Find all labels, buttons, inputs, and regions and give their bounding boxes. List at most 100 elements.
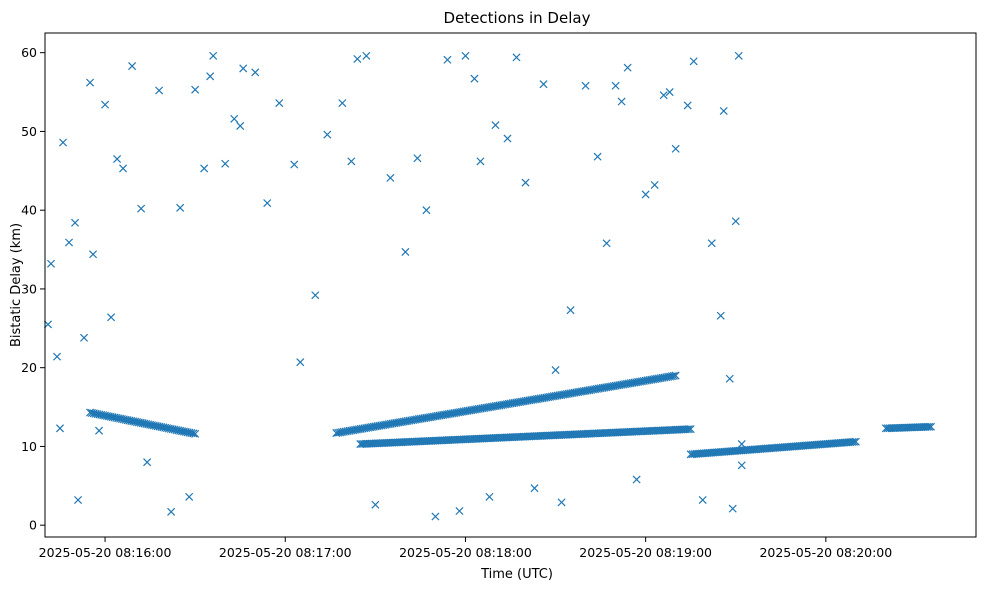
data-point [338,99,347,108]
data-point [851,437,860,446]
data-point [512,53,521,62]
data-point [926,422,935,431]
data-point [686,425,695,434]
data-point [923,422,932,431]
data-point [682,425,691,434]
data-point [119,164,128,173]
data-point [617,97,626,106]
data-point [725,374,734,383]
data-point [137,204,146,213]
data-point [236,121,245,130]
data-point [413,154,422,163]
data-point [52,352,62,361]
data-point [143,458,152,467]
data-point [623,63,632,72]
data-point [189,429,198,438]
data-point [470,74,479,83]
data-point [290,160,299,169]
data-point [65,238,74,247]
data-point [251,68,260,77]
data-point [737,461,746,470]
data-point [566,306,575,315]
x-tick-label: 2025-05-20 08:20:00 [759,545,892,560]
x-axis-ticks: 2025-05-20 08:16:00 2025-05-20 08:17:00 20… [39,537,892,560]
data-point [593,152,602,161]
y-tick-label: 50 [21,124,37,139]
data-point [476,157,485,166]
data-point [530,484,539,493]
scatter-marks [43,51,935,521]
data-point [684,425,693,434]
data-point [689,57,698,66]
data-point [101,100,110,109]
y-tick-label: 10 [21,439,37,454]
data-point [107,313,116,322]
data-point [728,504,737,513]
data-point [206,72,215,81]
x-tick-label: 2025-05-20 08:16:00 [39,545,172,560]
data-point [734,51,743,60]
data-point [431,512,440,521]
data-point [230,114,239,123]
data-point [671,144,680,153]
data-point [731,217,740,226]
data-point [386,173,395,182]
data-point [275,99,284,108]
chart-title: Detections in Delay [444,9,591,27]
data-point [221,159,230,168]
data-point [347,157,356,166]
data-point [95,426,104,435]
data-point [113,154,122,164]
data-point [191,85,200,94]
data-point [191,429,200,438]
x-tick-label: 2025-05-20 08:18:00 [399,545,532,560]
data-point [401,247,410,256]
data-point [521,178,530,187]
data-point [89,250,98,259]
data-point [422,206,431,215]
data-point [455,506,464,516]
data-point [602,239,611,248]
data-point [737,440,746,449]
data-point [683,101,692,110]
data-point [86,78,95,87]
data-point [55,424,65,433]
data-point [539,80,548,89]
data-point [641,190,650,199]
x-tick-label: 2025-05-20 08:19:00 [579,545,712,560]
data-point [485,492,494,501]
data-point [581,81,590,90]
x-tick-label: 2025-05-20 08:17:00 [219,545,352,560]
data-point [707,239,716,248]
data-point [58,138,68,147]
data-point [46,259,56,268]
data-point [353,54,362,64]
y-axis-ticks: 0 10 20 30 40 50 60 [21,45,45,533]
data-point [200,164,209,173]
data-point [263,199,272,208]
y-tick-label: 30 [21,281,37,296]
data-point [503,134,512,143]
data-point [311,291,320,300]
y-tick-label: 20 [21,360,37,375]
data-point [632,475,641,484]
data-point [71,218,80,227]
data-point [491,121,500,130]
data-point [719,106,728,115]
data-point [209,51,218,60]
data-point [371,500,380,509]
y-tick-label: 60 [21,45,37,60]
data-point [665,88,674,97]
data-point [239,64,248,73]
data-point [128,62,137,71]
data-point [167,507,176,516]
data-point [551,366,560,375]
data-point [43,320,53,329]
data-point [296,358,305,367]
data-point [671,371,680,380]
data-point [461,51,470,60]
data-point [323,130,332,139]
data-point [80,333,89,342]
